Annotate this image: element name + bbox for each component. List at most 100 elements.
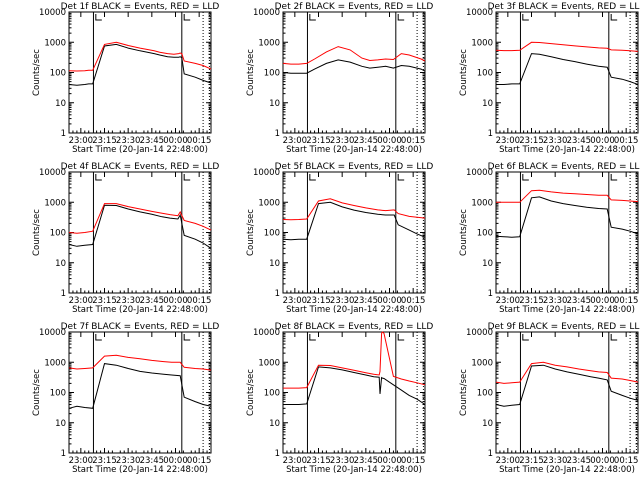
y-axis-label: Counts/sec xyxy=(246,369,256,416)
y-tick-label: 10 xyxy=(55,259,66,269)
x-tick-label: 23:30 xyxy=(543,456,568,466)
x-tick-label: 23:15 xyxy=(306,296,331,306)
plot-frame xyxy=(495,331,639,454)
panel-4 xyxy=(68,171,212,294)
x-tick-label: 23:15 xyxy=(306,136,331,146)
x-axis-label: Start Time (20-Jan-14 22:48:00) xyxy=(499,305,635,315)
corner-bracket xyxy=(522,174,529,181)
x-tick-label: 00:00 xyxy=(590,296,615,306)
corner-bracket xyxy=(610,174,618,181)
x-tick-label: 23:15 xyxy=(519,456,544,466)
y-axis-label: Counts/sec xyxy=(459,49,469,96)
y-tick-label: 100 xyxy=(264,389,280,399)
plot-frame xyxy=(495,171,639,294)
corner-bracket xyxy=(309,174,316,181)
x-tick-label: 23:00 xyxy=(496,136,521,146)
y-tick-label: 1 xyxy=(275,449,280,459)
corner-bracket xyxy=(397,14,405,21)
corner-bracket xyxy=(183,174,191,181)
x-tick-label: 00:15 xyxy=(614,296,639,306)
x-tick-label: 23:45 xyxy=(567,136,592,146)
x-tick-label: 23:45 xyxy=(140,136,165,146)
x-tick-label: 23:30 xyxy=(330,296,355,306)
y-tick-label: 10 xyxy=(55,99,66,109)
plot-frame xyxy=(495,11,639,134)
series-line-events xyxy=(68,363,212,409)
corner-bracket xyxy=(95,174,102,181)
x-tick-label: 00:15 xyxy=(187,456,212,466)
corner-bracket xyxy=(397,174,405,181)
x-tick-label: 00:15 xyxy=(187,296,212,306)
corner-bracket xyxy=(95,14,102,21)
y-axis-label: Counts/sec xyxy=(459,369,469,416)
y-tick-label: 100 xyxy=(477,389,493,399)
series-line-events xyxy=(282,59,426,74)
corner-bracket xyxy=(309,334,316,341)
series-line-events xyxy=(68,204,212,249)
panel-title: Det 3f BLACK = Events, RED = LLD xyxy=(488,2,640,12)
corner-bracket xyxy=(522,14,529,21)
y-tick-label: 1 xyxy=(61,129,66,139)
panel-1 xyxy=(68,11,212,134)
x-tick-label: 23:00 xyxy=(69,456,94,466)
y-tick-label: 1 xyxy=(488,129,493,139)
x-tick-label: 23:15 xyxy=(92,456,117,466)
y-tick-label: 1000 xyxy=(471,198,493,208)
panel-2 xyxy=(282,11,426,134)
x-tick-label: 00:00 xyxy=(163,456,188,466)
x-tick-label: 00:00 xyxy=(377,456,402,466)
corner-bracket xyxy=(610,334,618,341)
x-tick-label: 23:45 xyxy=(140,456,165,466)
corner-bracket xyxy=(183,334,191,341)
x-axis-label: Start Time (20-Jan-14 22:48:00) xyxy=(72,305,208,315)
panel-6 xyxy=(495,171,639,294)
x-tick-label: 00:00 xyxy=(377,136,402,146)
x-axis-label: Start Time (20-Jan-14 22:48:00) xyxy=(499,145,635,155)
panel-9 xyxy=(495,331,639,454)
x-tick-label: 00:00 xyxy=(163,136,188,146)
series-line-lld xyxy=(68,203,212,234)
series-line-events xyxy=(68,43,212,86)
plot-frame xyxy=(282,331,426,454)
y-tick-label: 100 xyxy=(477,229,493,239)
y-tick-label: 100 xyxy=(477,69,493,79)
plot-frame xyxy=(68,171,212,294)
y-tick-label: 10000 xyxy=(253,168,280,178)
series-line-events xyxy=(495,364,639,407)
x-tick-label: 23:00 xyxy=(283,136,308,146)
y-axis-label: Counts/sec xyxy=(459,209,469,256)
panel-title: Det 6f BLACK = Events, RED = LLD xyxy=(488,162,640,172)
panel-title: Det 7f BLACK = Events, RED = LLD xyxy=(61,322,220,332)
y-tick-label: 1000 xyxy=(471,358,493,368)
series-line-lld xyxy=(282,198,426,221)
x-tick-label: 00:15 xyxy=(401,456,426,466)
y-tick-label: 1000 xyxy=(44,198,66,208)
plot-frame xyxy=(282,11,426,134)
x-tick-label: 00:15 xyxy=(187,136,212,146)
y-tick-label: 1 xyxy=(61,449,66,459)
y-tick-label: 10000 xyxy=(466,328,493,338)
x-tick-label: 23:15 xyxy=(306,456,331,466)
panel-title: Det 1f BLACK = Events, RED = LLD xyxy=(61,2,220,12)
y-tick-label: 1000 xyxy=(258,38,280,48)
x-tick-label: 23:15 xyxy=(92,136,117,146)
x-tick-label: 23:00 xyxy=(69,296,94,306)
x-tick-label: 00:00 xyxy=(163,296,188,306)
series-line-events xyxy=(283,366,426,405)
corner-bracket xyxy=(95,334,102,341)
y-tick-label: 1000 xyxy=(471,38,493,48)
x-tick-label: 00:15 xyxy=(401,296,426,306)
x-tick-label: 00:15 xyxy=(614,456,639,466)
y-tick-label: 10000 xyxy=(39,168,66,178)
x-axis-label: Start Time (20-Jan-14 22:48:00) xyxy=(72,465,208,475)
plot-frame xyxy=(68,11,212,134)
x-tick-label: 00:00 xyxy=(377,296,402,306)
x-tick-label: 23:30 xyxy=(116,136,141,146)
x-axis-label: Start Time (20-Jan-14 22:48:00) xyxy=(286,465,422,475)
y-tick-label: 100 xyxy=(50,69,66,79)
y-tick-label: 1 xyxy=(488,289,493,299)
y-tick-label: 1 xyxy=(61,289,66,299)
series-line-events xyxy=(495,196,639,238)
panel-title: Det 5f BLACK = Events, RED = LLD xyxy=(275,162,434,172)
